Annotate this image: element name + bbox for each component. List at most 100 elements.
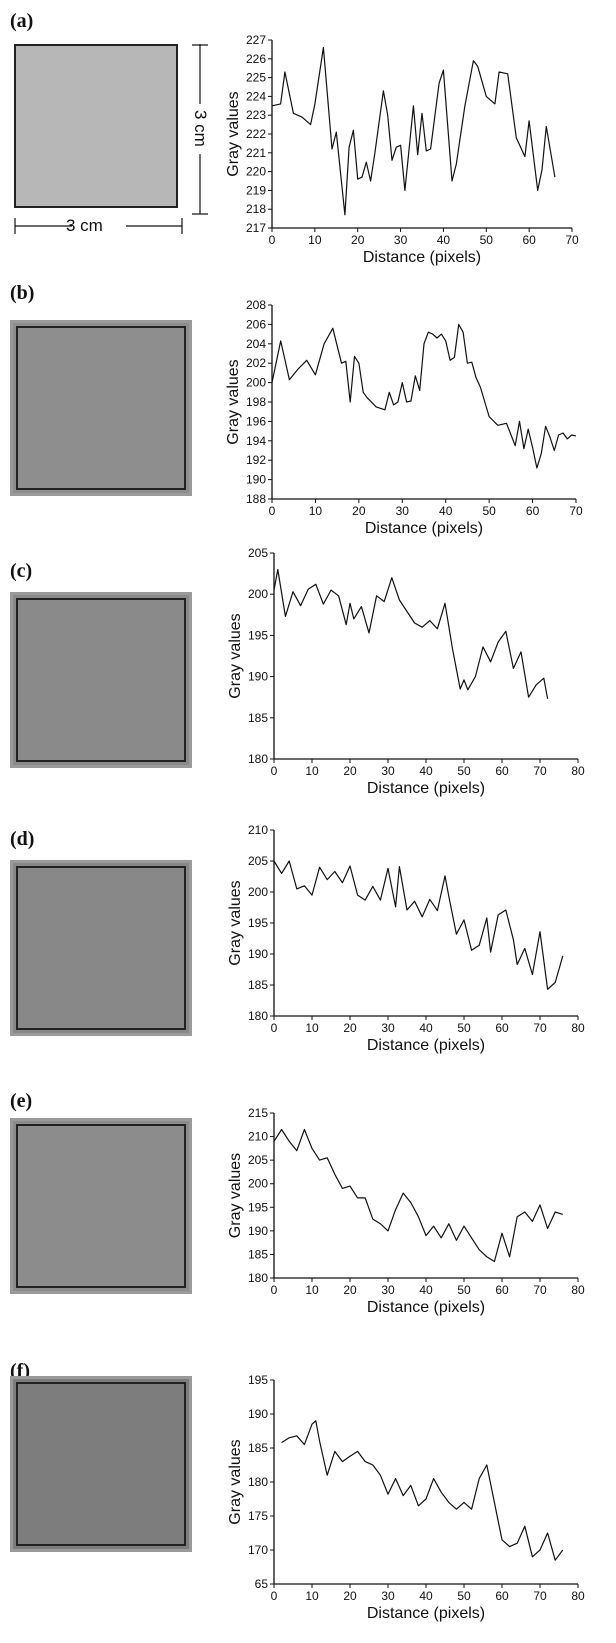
y-tick-label: 218 (246, 202, 266, 216)
x-tick-label: 30 (396, 504, 410, 518)
y-tick-label: 196 (246, 414, 266, 428)
x-tick-label: 10 (309, 504, 323, 518)
x-tick-label: 60 (495, 764, 509, 778)
x-tick-label: 0 (271, 764, 278, 778)
y-tick-label: 65 (255, 1577, 269, 1591)
y-tick-label: 188 (246, 492, 266, 506)
x-tick-label: 10 (308, 233, 322, 247)
x-tick-label: 60 (495, 1283, 509, 1297)
y-axis-title: Gray values (227, 1153, 244, 1238)
y-tick-label: 190 (248, 1224, 268, 1238)
x-tick-label: 20 (351, 233, 365, 247)
y-tick-label: 221 (246, 146, 266, 160)
y-tick-label: 190 (248, 947, 268, 961)
y-tick-label: 190 (246, 473, 266, 487)
y-tick-label: 210 (248, 823, 268, 837)
panel-f: (f) (0, 1360, 616, 1643)
y-tick-label: 204 (246, 337, 266, 351)
x-tick-label: 60 (495, 1021, 509, 1035)
y-tick-label: 200 (248, 1177, 268, 1191)
y-tick-label: 175 (248, 1509, 268, 1523)
gray-profile-line (281, 1420, 564, 1561)
y-tick-label: 205 (248, 546, 268, 560)
y-axis-title: Gray values (225, 91, 242, 176)
sample-photo-frame (16, 326, 186, 490)
x-tick-label: 80 (571, 764, 585, 778)
x-axis-title: Distance (pixels) (365, 520, 483, 537)
y-tick-label: 192 (246, 453, 266, 467)
y-tick-label: 225 (246, 71, 266, 85)
x-tick-label: 20 (343, 764, 357, 778)
x-axis-title: Distance (pixels) (367, 780, 485, 797)
x-tick-label: 70 (533, 1283, 547, 1297)
sample-photo (10, 1118, 192, 1294)
x-tick-label: 80 (571, 1589, 585, 1603)
y-tick-label: 223 (246, 108, 266, 122)
x-tick-label: 50 (457, 1589, 471, 1603)
y-tick-label: 205 (248, 1153, 268, 1167)
y-tick-label: 200 (248, 587, 268, 601)
gray-profile-line (271, 323, 577, 469)
y-tick-label: 185 (248, 1441, 268, 1455)
sample-photo-frame (16, 866, 186, 1030)
x-tick-label: 40 (439, 504, 453, 518)
x-tick-label: 10 (305, 764, 319, 778)
y-tick-label: 227 (246, 33, 266, 47)
y-tick-label: 205 (248, 854, 268, 868)
height-ruler (192, 44, 208, 215)
panel-b: (b) (0, 270, 616, 546)
x-tick-label: 0 (271, 1283, 278, 1297)
x-tick-label: 30 (381, 1021, 395, 1035)
gray-profile-chart-a: 217 218 219 220 221 222 223 224 225 226 227 0 10 20 30… (225, 33, 579, 266)
x-tick-label: 80 (571, 1021, 585, 1035)
x-tick-label: 50 (457, 764, 471, 778)
y-tick-label: 195 (248, 1373, 268, 1387)
sample-photo-frame (16, 1124, 186, 1288)
x-tick-label: 70 (533, 1589, 547, 1603)
x-tick-label: 20 (343, 1589, 357, 1603)
y-tick-label: 210 (248, 1130, 268, 1144)
x-tick-label: 40 (419, 1021, 433, 1035)
gray-profile-chart-b: 188 190 192 194 196 198 200 202 204 206 208 0 10 20 30… (225, 298, 583, 537)
y-tick-label: 190 (248, 1407, 268, 1421)
width-ruler-label: 3 cm (66, 216, 103, 235)
y-tick-label: 195 (248, 916, 268, 930)
sample-photo (10, 592, 192, 768)
y-tick-label: 224 (246, 89, 266, 103)
x-tick-label: 10 (305, 1589, 319, 1603)
x-tick-label: 60 (495, 1589, 509, 1603)
y-tick-label: 195 (248, 628, 268, 642)
panel-d: (d) (0, 822, 616, 1098)
gray-profile-line (271, 46, 556, 216)
x-tick-label: 10 (305, 1283, 319, 1297)
y-tick-label: 185 (248, 1247, 268, 1261)
panel-e: (e) (0, 1090, 616, 1370)
gray-profile-chart-d: 180 185 190 195 200 205 210 0 10 20 30 40 50 60 70 80 Di… (227, 823, 585, 1054)
x-tick-label: 0 (269, 233, 276, 247)
y-tick-label: 222 (246, 127, 266, 141)
x-axis-title: Distance (pixels) (367, 1037, 485, 1054)
x-tick-label: 50 (482, 504, 496, 518)
gray-profile-chart-e: 180 185 190 195 200 205 210 215 0 10 20 30 40 50 60 70 8… (227, 1106, 585, 1316)
x-tick-label: 60 (526, 504, 540, 518)
x-tick-label: 70 (565, 233, 579, 247)
x-tick-label: 60 (522, 233, 536, 247)
y-tick-label: 195 (248, 1200, 268, 1214)
gray-profile-chart-c: 180 185 190 195 200 205 0 10 20 30 40 50 60 70 80 Dista… (227, 546, 585, 797)
x-tick-label: 30 (381, 1283, 395, 1297)
y-tick-label: 217 (246, 221, 266, 235)
y-tick-label: 190 (248, 670, 268, 684)
x-tick-label: 20 (343, 1283, 357, 1297)
height-ruler-label: 3 cm (191, 110, 210, 147)
x-tick-label: 70 (533, 1021, 547, 1035)
x-tick-label: 70 (533, 764, 547, 778)
x-tick-label: 40 (419, 764, 433, 778)
panel-label: (b) (10, 282, 35, 304)
x-tick-label: 30 (394, 233, 408, 247)
x-tick-label: 50 (457, 1283, 471, 1297)
y-tick-label: 194 (246, 434, 266, 448)
y-tick-label: 220 (246, 165, 266, 179)
y-tick-label: 206 (246, 317, 266, 331)
y-tick-label: 202 (246, 356, 266, 370)
x-axis-title: Distance (pixels) (367, 1299, 485, 1316)
